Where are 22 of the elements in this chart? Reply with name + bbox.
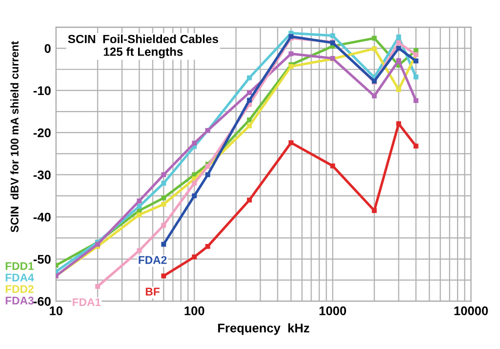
series-label: FDD2 (6, 285, 34, 293)
y-axis-title: SCIN dBV for 100 mA shield current (10, 41, 19, 232)
x-axis-title: Frequency kHz (218, 323, 310, 335)
y-tick-label: -50 (34, 254, 51, 264)
x-tick-label: 10000 (454, 306, 488, 316)
x-tick-label: 10 (50, 306, 62, 316)
y-tick-label: -20 (34, 128, 51, 138)
series-label: BF (146, 288, 160, 296)
series-label: FDA4 (6, 274, 34, 282)
y-tick-label: -10 (34, 86, 51, 96)
text: FDA3 (6, 296, 34, 305)
series-label: FDA2 (138, 256, 167, 264)
series-label: FDA1 (72, 298, 101, 306)
x-tick-label: 100 (184, 306, 204, 316)
y-tick-label: -40 (34, 212, 51, 222)
y-tick-label: -30 (34, 170, 51, 180)
series-label: FDD1 (6, 262, 34, 270)
x-tick-label: 1000 (320, 306, 346, 316)
y-tick-label: 0 (44, 44, 51, 53)
y-tick-label: -60 (34, 296, 51, 306)
text: 125 ft Lengths (104, 47, 183, 58)
chart-title: SCIN Foil-Shielded Cables (68, 34, 218, 44)
